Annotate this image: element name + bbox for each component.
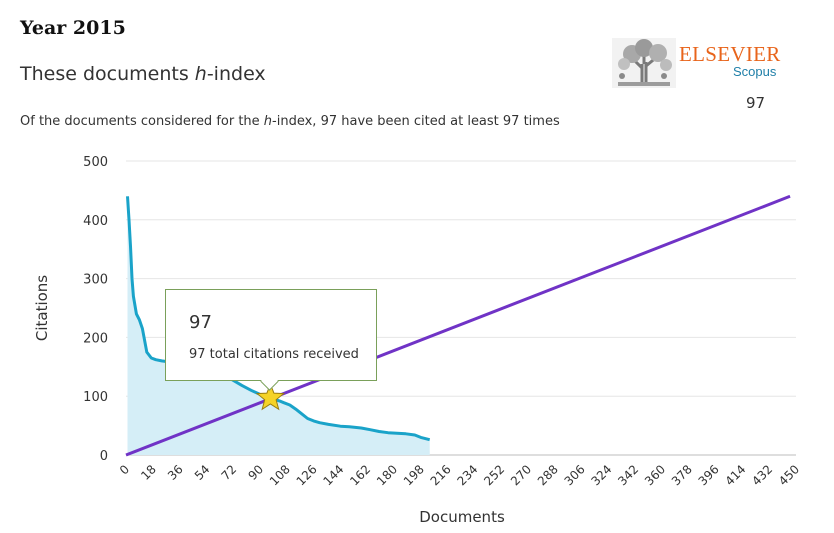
h-index-value: 97 <box>746 94 766 112</box>
x-tick-label: 306 <box>562 462 588 488</box>
elsevier-scopus-logo: ELSEVIER Scopus <box>612 36 787 91</box>
y-tick-label: 400 <box>83 214 108 229</box>
chart-tooltip: 97 97 total citations received <box>165 289 377 391</box>
x-tick-label: 54 <box>192 462 213 483</box>
x-tick-label: 198 <box>401 462 427 488</box>
x-axis-label: Documents <box>419 508 505 526</box>
x-tick-label: 18 <box>138 462 159 483</box>
x-tick-label: 342 <box>615 462 641 488</box>
x-tick-label: 378 <box>669 462 695 488</box>
x-tick-label: 144 <box>320 462 346 488</box>
y-tick-label: 200 <box>83 331 108 346</box>
citations-line <box>126 196 431 442</box>
tooltip-text: 97 total citations received <box>189 347 359 362</box>
x-tick-label: 252 <box>481 462 507 488</box>
x-tick-label: 90 <box>245 462 266 483</box>
x-tick-label: 0 <box>117 462 132 477</box>
x-tick-label: 216 <box>428 462 454 488</box>
x-tick-label: 36 <box>165 462 186 483</box>
y-tick-label: 500 <box>83 155 108 170</box>
year-label: Year 2015 <box>20 17 126 39</box>
x-tick-label: 324 <box>588 462 614 488</box>
x-tick-label: 270 <box>508 462 534 488</box>
x-tick-label: 360 <box>642 462 668 488</box>
elsevier-tree-icon <box>612 38 676 88</box>
tooltip-value: 97 <box>189 312 212 333</box>
brand-name: ELSEVIER <box>679 42 781 66</box>
x-tick-label: 414 <box>722 462 748 488</box>
x-tick-label: 288 <box>535 462 561 488</box>
y-tick-label: 0 <box>100 449 108 464</box>
x-tick-label: 126 <box>294 462 320 488</box>
y-tick-label: 300 <box>83 273 108 288</box>
title-h-italic: h <box>194 63 207 85</box>
x-tick-label: 180 <box>374 462 400 488</box>
h-index-star-marker <box>255 382 286 411</box>
x-tick-label: 450 <box>776 462 802 488</box>
subtitle-h-italic: h <box>263 114 273 129</box>
x-tick-label: 72 <box>219 462 240 483</box>
x-tick-label: 432 <box>749 462 775 488</box>
page-subtitle: Of the documents considered for the h-in… <box>20 114 560 129</box>
h-index-diagonal-line <box>125 194 791 457</box>
page-title: These documents h-index <box>20 63 266 85</box>
x-tick-label: 234 <box>454 462 480 488</box>
y-tick-label: 100 <box>83 390 108 405</box>
x-tick-label: 108 <box>267 462 293 488</box>
x-tick-label: 162 <box>347 462 373 488</box>
citations-area <box>127 196 430 456</box>
brand-product: Scopus <box>733 64 777 79</box>
y-axis-label: Citations <box>33 275 51 341</box>
x-tick-label: 396 <box>696 462 722 488</box>
